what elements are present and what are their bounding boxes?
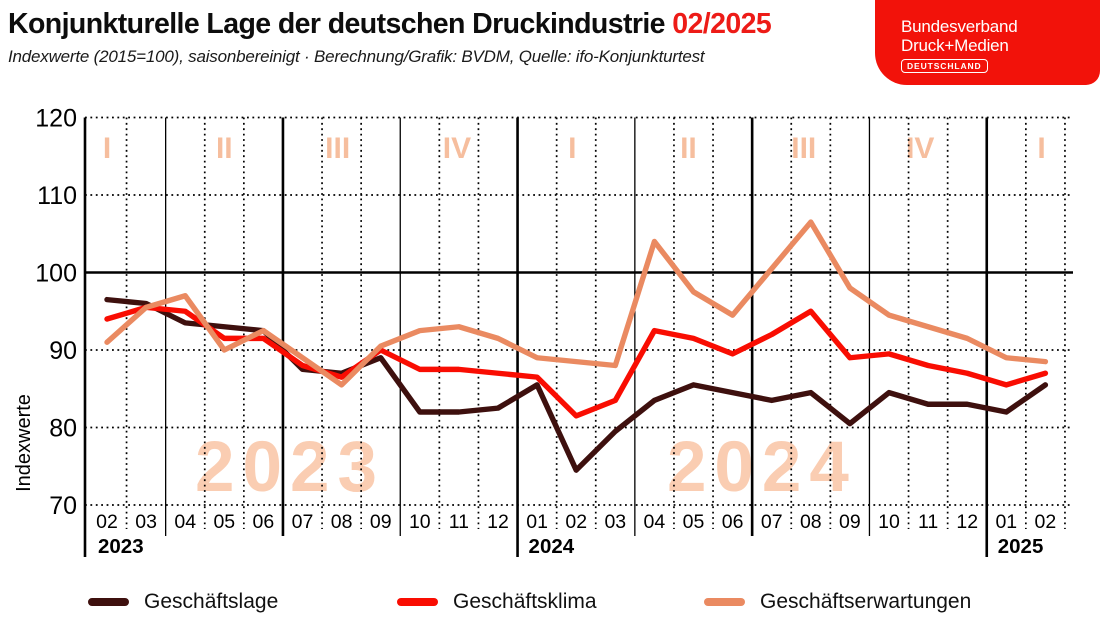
legend-label-geschaeftslage: Geschäftslage: [144, 590, 279, 613]
quarter-label: I: [1037, 132, 1045, 165]
x-month-label: 03: [604, 511, 626, 533]
header: Konjunkturelle Lage der deutschen Drucki…: [8, 8, 868, 67]
x-month-label: 02: [96, 511, 118, 533]
quarter-label: II: [216, 132, 233, 165]
x-month-label: 12: [956, 511, 978, 533]
report-period: 02/2025: [672, 8, 772, 40]
quarter-label: III: [791, 132, 816, 165]
x-month-label: 07: [292, 511, 314, 533]
x-month-label: 10: [409, 511, 431, 533]
x-month-label: 09: [839, 511, 861, 533]
x-month-label: 02: [1035, 511, 1057, 533]
page-title-text: Konjunkturelle Lage der deutschen Drucki…: [8, 8, 666, 40]
y-axis-title: Indexwerte: [13, 394, 35, 492]
legend-item-geschaeftslage: Geschäftslage: [88, 590, 278, 614]
watermark-year: 2023: [195, 428, 385, 507]
x-year-label: 2024: [529, 535, 575, 558]
legend-item-geschaeftserwartungen: Geschäftserwartungen: [704, 590, 971, 614]
x-month-label: 11: [449, 511, 469, 533]
x-month-label: 03: [135, 511, 157, 533]
x-month-label: 02: [565, 511, 587, 533]
series-line-geschäftsklima: [104, 304, 1049, 419]
legend-swatch-geschaeftsklima: [397, 598, 438, 606]
watermark-year: 2024: [667, 428, 857, 507]
x-month-label: 04: [644, 511, 666, 533]
x-month-label: 06: [722, 511, 744, 533]
x-year-label: 2023: [98, 535, 144, 558]
logo-line1: Bundesverband: [901, 17, 1018, 36]
quarter-label: II: [680, 132, 697, 165]
x-month-label: 07: [761, 511, 783, 533]
x-month-label: 12: [487, 511, 509, 533]
logo-line2: Druck+Medien: [901, 36, 1009, 55]
quarter-label: III: [325, 132, 350, 165]
x-month-label: 01: [995, 511, 1017, 533]
x-month-label: 11: [918, 511, 938, 533]
legend-label-geschaeftserwartungen: Geschäftserwartungen: [760, 590, 972, 613]
y-tick-label: 100: [35, 260, 77, 288]
page-title: Konjunkturelle Lage der deutschen Drucki…: [8, 8, 868, 41]
x-month-label: 01: [526, 511, 548, 533]
x-month-label: 08: [331, 511, 353, 533]
legend-swatch-geschaeftslage: [88, 598, 129, 606]
chart-legend: Geschäftslage Geschäftsklima Geschäftser…: [0, 590, 1100, 614]
x-month-label: 08: [800, 511, 822, 533]
quarter-label: IV: [443, 132, 471, 165]
series-line-geschäftserwartungen: [104, 219, 1049, 388]
y-tick-label: 70: [49, 492, 77, 520]
logo-country-badge: DEUTSCHLAND: [901, 59, 988, 73]
legend-label-geschaeftsklima: Geschäftsklima: [453, 590, 597, 613]
x-year-label: 2025: [998, 535, 1044, 558]
quarter-label: I: [568, 132, 576, 165]
x-month-label: 05: [683, 511, 705, 533]
x-month-label: 05: [213, 511, 235, 533]
x-month-label: 04: [174, 511, 196, 533]
y-tick-label: 120: [35, 105, 77, 133]
quarter-label: IV: [906, 132, 934, 165]
x-month-label: 10: [878, 511, 900, 533]
page-subtitle: Indexwerte (2015=100), saisonbereinigt ·…: [8, 47, 705, 66]
bvdm-logo: Bundesverband Druck+Medien DEUTSCHLAND: [875, 0, 1100, 85]
x-month-label: 06: [253, 511, 275, 533]
legend-swatch-geschaeftserwartungen: [704, 598, 745, 606]
y-tick-label: 110: [37, 182, 77, 210]
legend-item-geschaeftsklima: Geschäftsklima: [397, 590, 597, 614]
y-tick-label: 80: [49, 415, 77, 443]
x-month-label: 09: [370, 511, 392, 533]
quarter-label: I: [103, 132, 111, 165]
y-tick-label: 90: [49, 337, 77, 365]
